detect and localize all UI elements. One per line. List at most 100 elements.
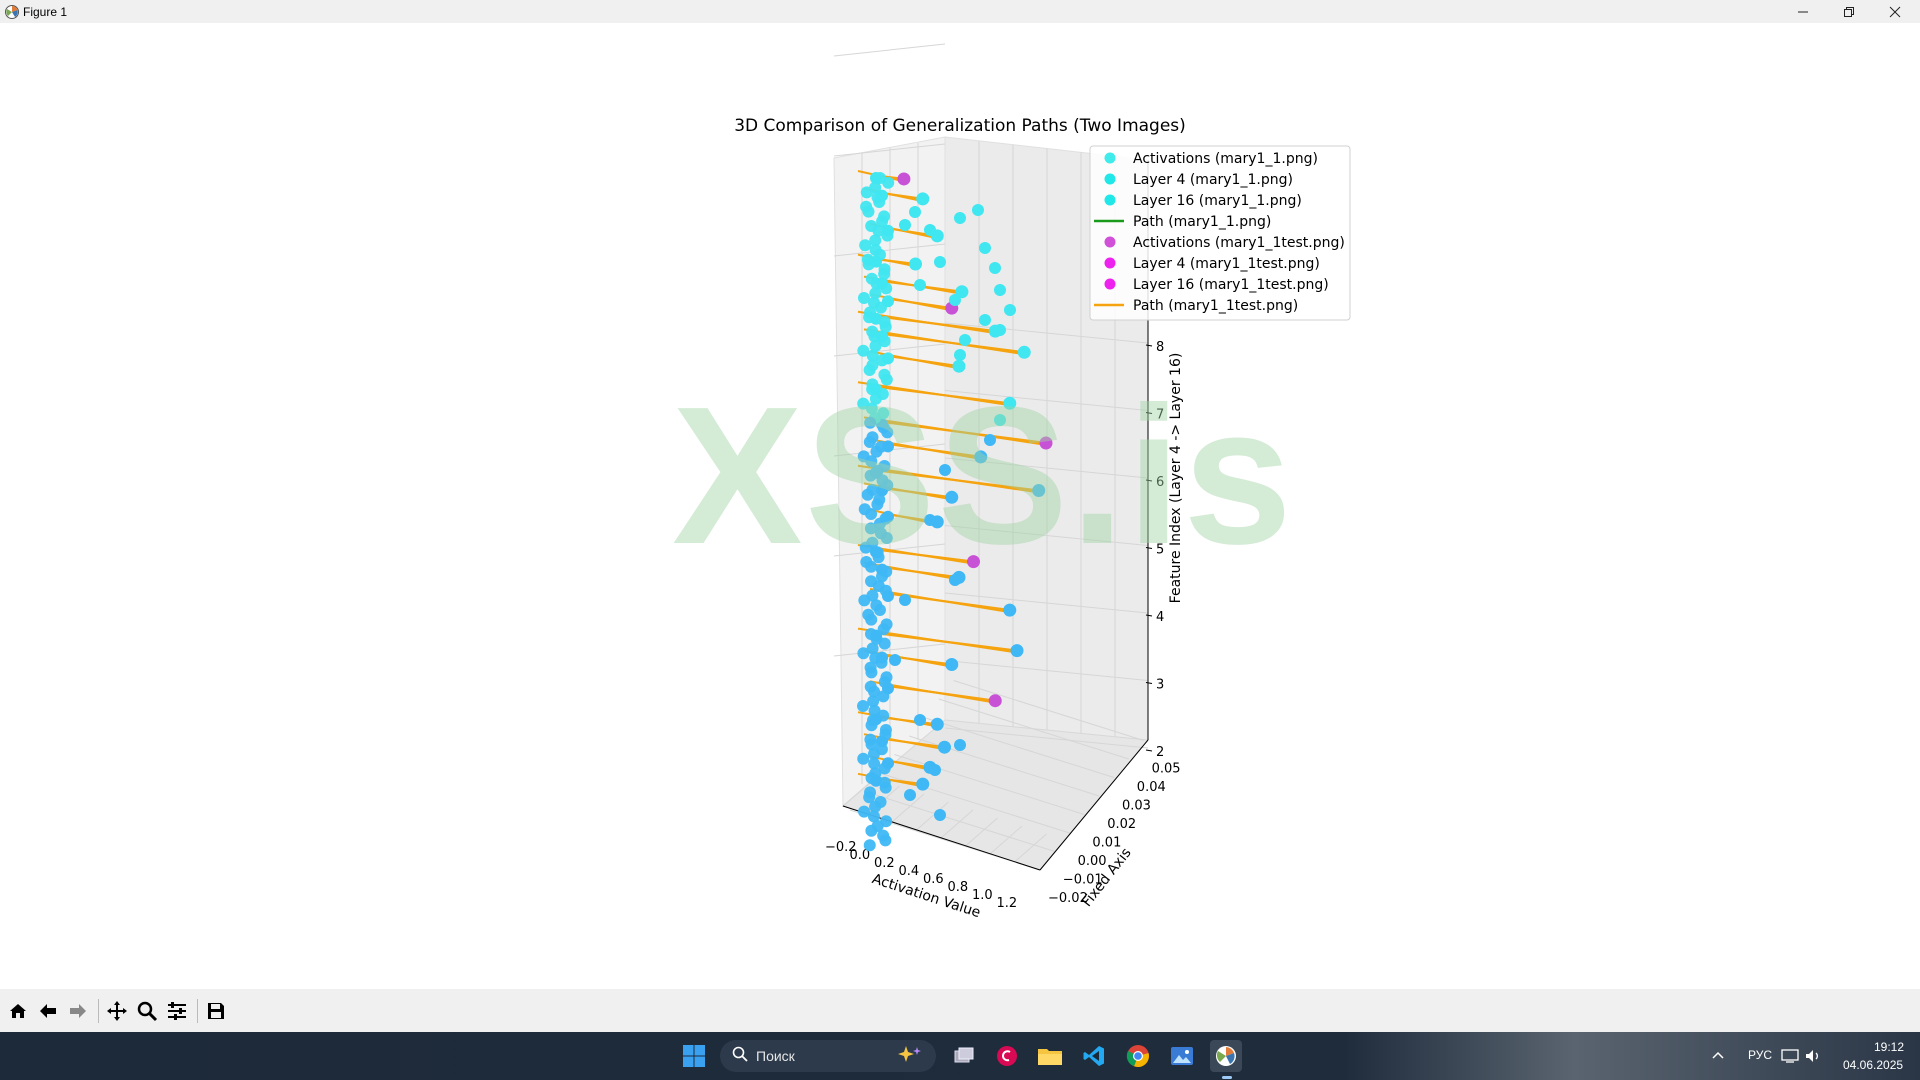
y-gridline <box>953 680 1144 741</box>
clock-date[interactable]: 04.06.2025 <box>1843 1058 1904 1072</box>
language-indicator[interactable]: РУС <box>1748 1048 1773 1062</box>
z-tick <box>1145 749 1153 752</box>
z-tick-label: 4 <box>1156 610 1164 625</box>
matplotlib-app-icon <box>4 4 20 20</box>
x-gridline <box>916 801 949 831</box>
activation-point <box>875 656 888 669</box>
save-icon[interactable] <box>202 997 230 1025</box>
z-axis-label: Feature Index (Layer 4 -> Layer 16) <box>1168 353 1184 604</box>
chrome-icon[interactable] <box>1122 1040 1154 1072</box>
layer16-point <box>945 658 959 671</box>
y-axis-line <box>1039 739 1149 871</box>
layer16-point <box>938 740 951 754</box>
activation-point <box>878 762 891 775</box>
vscode-icon[interactable] <box>1078 1040 1110 1072</box>
legend-marker <box>1104 236 1116 248</box>
activation-point <box>879 320 892 333</box>
legend-marker <box>1104 173 1116 185</box>
y-tick-label: −0.01 <box>1063 873 1103 888</box>
pan-icon[interactable] <box>103 997 131 1025</box>
start-icon[interactable] <box>678 1040 710 1072</box>
x-tick-label: 0.8 <box>948 880 969 895</box>
home-icon[interactable] <box>4 997 32 1025</box>
activation-point <box>873 248 886 261</box>
y-tick-label: 0.01 <box>1092 836 1121 851</box>
activation-point <box>877 709 890 722</box>
activation-point <box>865 824 878 837</box>
activation-point <box>873 196 886 208</box>
z-tick-label: 8 <box>1156 340 1164 355</box>
x-gridline <box>989 825 1023 855</box>
x-tick-label: 1.0 <box>972 888 993 903</box>
configure-subplots-icon[interactable] <box>163 997 191 1025</box>
toolbar-separator <box>98 998 99 1023</box>
activation-point <box>875 570 888 583</box>
activation-point <box>867 748 880 760</box>
figure-canvas[interactable]: 2 3 4 5 6 7 8 −0.2 0.0 0.2 0.4 0.6 0.8 1.0 1.2 −0.02 −0.… <box>0 23 1920 989</box>
matplotlib-icon[interactable] <box>1210 1040 1242 1072</box>
activation-point <box>939 464 951 476</box>
layer16-point <box>988 694 1002 708</box>
legend-label: Path (mary1_1.png) <box>1133 214 1271 230</box>
z-tick <box>1145 479 1153 482</box>
task-view-icon[interactable] <box>948 1040 980 1072</box>
network-icon[interactable] <box>1779 1040 1801 1072</box>
legend-label: Layer 16 (mary1_1test.png) <box>1133 277 1329 293</box>
layer16-point <box>955 285 969 299</box>
photos-icon[interactable] <box>1166 1040 1198 1072</box>
y-gridline <box>864 791 1055 852</box>
taskbar-search[interactable]: Поиск <box>720 1040 936 1072</box>
activation-point <box>868 330 881 343</box>
activation-point <box>874 301 887 314</box>
activation-point <box>865 560 878 573</box>
debian-icon[interactable] <box>991 1040 1023 1072</box>
forward-arrow-icon[interactable] <box>64 997 92 1025</box>
path-line <box>869 508 932 524</box>
layer16-point <box>974 450 988 464</box>
z-gridline <box>944 727 1149 749</box>
activation-point <box>877 623 890 636</box>
activation-point <box>929 764 941 776</box>
zoom-icon[interactable] <box>133 997 161 1025</box>
y-tick-label: 0.03 <box>1122 799 1151 814</box>
clock-time[interactable]: 19:12 <box>1874 1040 1905 1054</box>
z-tick <box>1145 547 1153 549</box>
activation-point <box>869 287 882 300</box>
layer16-point <box>897 172 911 186</box>
chevron-up-icon[interactable] <box>1702 1040 1734 1072</box>
z-gridline <box>833 43 946 57</box>
activation-point <box>904 789 916 801</box>
restore-button[interactable] <box>1826 0 1872 23</box>
activation-point <box>864 522 877 535</box>
activation-point <box>924 514 936 526</box>
window-titlebar: Figure 1 <box>0 0 1920 23</box>
file-explorer-icon[interactable] <box>1034 1040 1066 1072</box>
activation-point <box>865 402 878 415</box>
layer16-point <box>1010 644 1024 658</box>
layer16-point <box>909 257 922 271</box>
x-tick-label: 0.4 <box>899 864 920 879</box>
path-line <box>863 733 939 750</box>
legend-box <box>1089 145 1351 321</box>
legend-marker <box>1104 257 1116 269</box>
back-arrow-icon[interactable] <box>34 997 62 1025</box>
activation-point <box>882 176 895 189</box>
activation-point <box>934 256 946 268</box>
activation-point <box>877 690 890 703</box>
3d-scatter-plot[interactable]: 2 3 4 5 6 7 8 −0.20.00.2 0.40.6 0.81.0 1.2 −0.02 −0.… <box>0 23 1920 989</box>
legend-label: Activations (mary1_1test.png) <box>1133 235 1345 251</box>
activation-point <box>865 508 878 520</box>
x-tick-label: 0.2 <box>874 856 895 871</box>
y-tick-label: 0.04 <box>1137 780 1166 795</box>
activation-point <box>866 349 879 362</box>
activation-point <box>972 204 984 216</box>
x-tick-label: 0.6 <box>923 872 944 887</box>
minimize-button[interactable] <box>1780 0 1826 23</box>
activation-point <box>949 574 961 586</box>
close-button[interactable] <box>1872 0 1918 23</box>
layer16-point <box>945 490 959 504</box>
volume-icon[interactable] <box>1802 1040 1824 1072</box>
path-line <box>863 416 1041 445</box>
activation-point <box>864 469 877 482</box>
activation-point <box>984 434 996 446</box>
